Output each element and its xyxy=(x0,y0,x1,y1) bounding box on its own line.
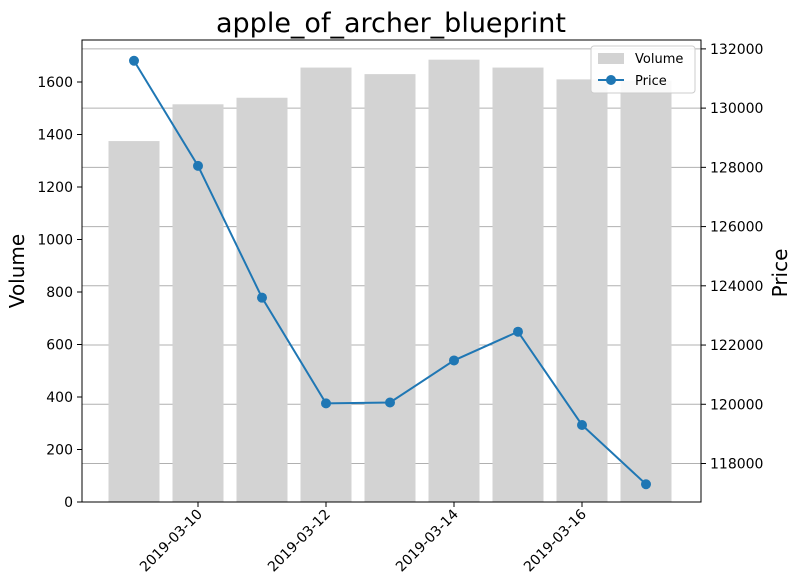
price-point xyxy=(385,397,395,408)
volume-bar xyxy=(364,74,416,502)
y2-tick-label: 130000 xyxy=(710,101,763,117)
legend-volume-swatch xyxy=(598,53,624,64)
y2-tick-label: 124000 xyxy=(710,279,763,295)
price-point xyxy=(449,355,459,366)
y-tick-label: 1200 xyxy=(37,180,73,196)
price-point xyxy=(641,479,651,490)
volume-bar xyxy=(300,67,352,502)
price-point xyxy=(193,160,203,171)
price-point xyxy=(577,420,587,430)
x-tick-label: 2019-03-10 xyxy=(137,507,206,576)
y2-axis-label: Price xyxy=(768,249,792,298)
y-tick-label: 0 xyxy=(64,495,73,511)
y-tick-label: 1000 xyxy=(37,233,73,249)
volume-bar xyxy=(492,67,544,502)
legend-price-marker xyxy=(606,75,616,85)
volume-bar xyxy=(428,59,480,502)
legend: Volume Price xyxy=(590,45,696,94)
y-tick-label: 800 xyxy=(46,285,73,301)
y-tick-label: 1400 xyxy=(37,128,73,144)
plot-frame xyxy=(81,39,702,503)
volume-bar xyxy=(620,80,672,502)
y2-tick-label: 128000 xyxy=(710,160,763,176)
legend-price-label: Price xyxy=(635,74,667,89)
price-point xyxy=(513,326,523,337)
y-tick-label: 1600 xyxy=(37,75,73,91)
y2-tick-label: 126000 xyxy=(710,220,763,236)
chart-title: apple_of_archer_blueprint xyxy=(216,8,566,39)
y2-tick-label: 122000 xyxy=(710,338,763,354)
y2-axis-ticks: 118000 120000 122000 124000 126000 128000 1300… xyxy=(701,42,763,473)
price-point xyxy=(257,292,267,303)
y-axis-ticks: 0 200 400 600 800 1000 1200 1400 1600 xyxy=(37,75,82,511)
x-tick-label: 2019-03-16 xyxy=(521,506,590,575)
price-point xyxy=(321,398,331,409)
y-tick-label: 600 xyxy=(46,338,73,354)
volume-bars xyxy=(108,59,672,502)
price-line xyxy=(129,55,651,490)
y2-tick-label: 132000 xyxy=(710,42,763,58)
price-point xyxy=(129,55,139,66)
legend-volume-label: Volume xyxy=(635,52,683,67)
y-tick-label: 400 xyxy=(46,390,73,406)
y-tick-label: 200 xyxy=(46,443,73,459)
y2-tick-label: 118000 xyxy=(710,457,763,473)
x-axis-ticks: 2019-03-10 2019-03-12 2019-03-14 2019-03-16 xyxy=(137,502,590,575)
x-tick-label: 2019-03-12 xyxy=(265,507,334,576)
x-tick-label: 2019-03-14 xyxy=(393,506,462,575)
y-axis-label: Volume xyxy=(5,234,29,308)
volume-bar xyxy=(108,141,160,502)
volume-bar xyxy=(556,79,608,502)
y2-tick-label: 120000 xyxy=(710,397,763,413)
